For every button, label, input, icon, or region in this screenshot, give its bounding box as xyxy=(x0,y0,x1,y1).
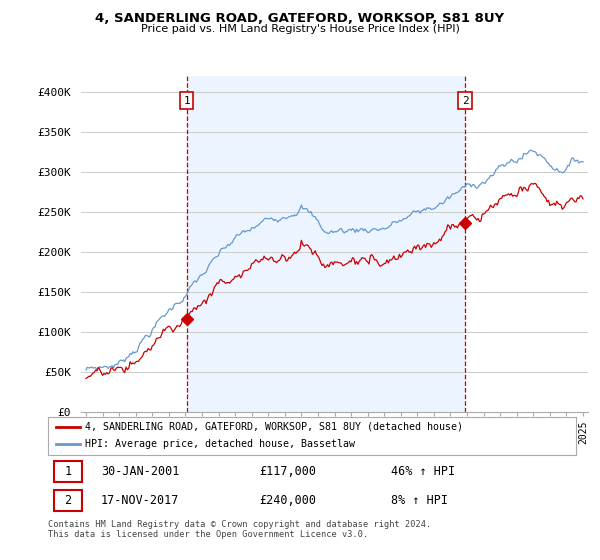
Text: 8% ↑ HPI: 8% ↑ HPI xyxy=(391,494,448,507)
Text: 4, SANDERLING ROAD, GATEFORD, WORKSOP, S81 8UY: 4, SANDERLING ROAD, GATEFORD, WORKSOP, S… xyxy=(95,12,505,25)
Text: 1: 1 xyxy=(184,96,190,106)
Text: 2: 2 xyxy=(461,96,469,106)
Text: 4, SANDERLING ROAD, GATEFORD, WORKSOP, S81 8UY (detached house): 4, SANDERLING ROAD, GATEFORD, WORKSOP, S… xyxy=(85,422,463,432)
Bar xyxy=(187,76,465,412)
Text: 1: 1 xyxy=(65,465,71,478)
Text: £117,000: £117,000 xyxy=(259,465,316,478)
Text: 30-JAN-2001: 30-JAN-2001 xyxy=(101,465,179,478)
FancyBboxPatch shape xyxy=(55,461,82,482)
Text: 17-NOV-2017: 17-NOV-2017 xyxy=(101,494,179,507)
Text: 46% ↑ HPI: 46% ↑ HPI xyxy=(391,465,455,478)
Text: HPI: Average price, detached house, Bassetlaw: HPI: Average price, detached house, Bass… xyxy=(85,440,355,450)
FancyBboxPatch shape xyxy=(55,490,82,511)
Text: 2: 2 xyxy=(65,494,71,507)
Text: £240,000: £240,000 xyxy=(259,494,316,507)
Text: Price paid vs. HM Land Registry's House Price Index (HPI): Price paid vs. HM Land Registry's House … xyxy=(140,24,460,34)
Text: Contains HM Land Registry data © Crown copyright and database right 2024.
This d: Contains HM Land Registry data © Crown c… xyxy=(48,520,431,539)
